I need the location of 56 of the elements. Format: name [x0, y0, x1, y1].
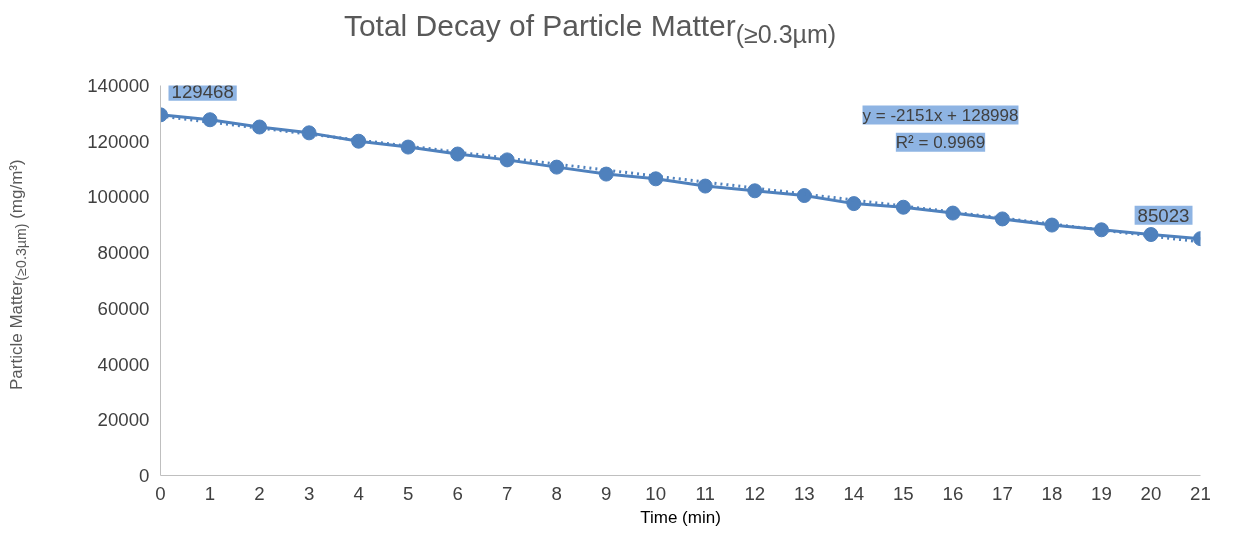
point [1093, 222, 1109, 238]
y-tick-label: 100000 [87, 186, 150, 208]
y-tick-label: 140000 [87, 75, 150, 96]
point [994, 211, 1010, 227]
x-tick-label: 19 [1091, 482, 1112, 504]
x-tick-label: 21 [1190, 482, 1211, 504]
data-label: 85023 [1137, 204, 1190, 226]
point [1044, 217, 1060, 233]
point [301, 125, 317, 141]
x-tick-label: 5 [402, 482, 414, 504]
x-tick-label: 14 [843, 482, 865, 504]
point [598, 166, 614, 182]
point [846, 196, 862, 212]
x-tick-label: 7 [501, 482, 513, 504]
x-tick-label: 3 [303, 482, 315, 504]
x-tick-label: 2 [254, 482, 265, 504]
point [499, 152, 515, 168]
y-tick-label: 60000 [97, 297, 150, 319]
x-tick-label: 17 [992, 482, 1013, 504]
point [1143, 227, 1159, 243]
y-tick-label: 0 [139, 465, 150, 486]
x-tick-label: 8 [551, 482, 562, 504]
annotation: y = -2151x + 128998 [862, 105, 1019, 125]
x-tick-label: 6 [452, 482, 463, 504]
x-tick-label: 18 [1041, 482, 1063, 504]
x-tick-label: 10 [645, 482, 667, 504]
x-tick-label: 15 [892, 482, 914, 504]
y-tick-label: 20000 [97, 409, 150, 431]
x-tick-label: 4 [353, 482, 364, 504]
data-label: 129468 [171, 80, 234, 102]
x-tick-label: 9 [601, 482, 612, 504]
x-tick-label: 12 [744, 482, 766, 504]
point [648, 171, 664, 187]
point [747, 183, 763, 199]
x-tick-label: 11 [695, 482, 715, 504]
x-tick-label: 1 [204, 482, 216, 504]
x-tick-label: 16 [942, 482, 964, 504]
y-tick-label: 80000 [97, 242, 150, 264]
y-tick-label: 40000 [97, 353, 150, 375]
point [945, 205, 961, 221]
x-tick-label: 20 [1140, 482, 1162, 504]
point [796, 188, 812, 204]
point [252, 119, 268, 135]
chart-title: Total Decay of Particle Matter$_{(≥0.3µm)}$ [342, 8, 838, 50]
x-tick-label: 13 [793, 482, 815, 504]
point [450, 146, 466, 162]
point [895, 199, 911, 215]
x-tick-label: 0 [155, 482, 166, 504]
annotation: R² = 0.9969 [895, 132, 986, 152]
point [549, 159, 565, 175]
point [400, 139, 416, 155]
point [202, 112, 218, 128]
point [697, 178, 713, 194]
point [351, 133, 367, 149]
x-axis-title: Time (min) [640, 507, 721, 527]
y-tick-label: 120000 [87, 130, 150, 152]
